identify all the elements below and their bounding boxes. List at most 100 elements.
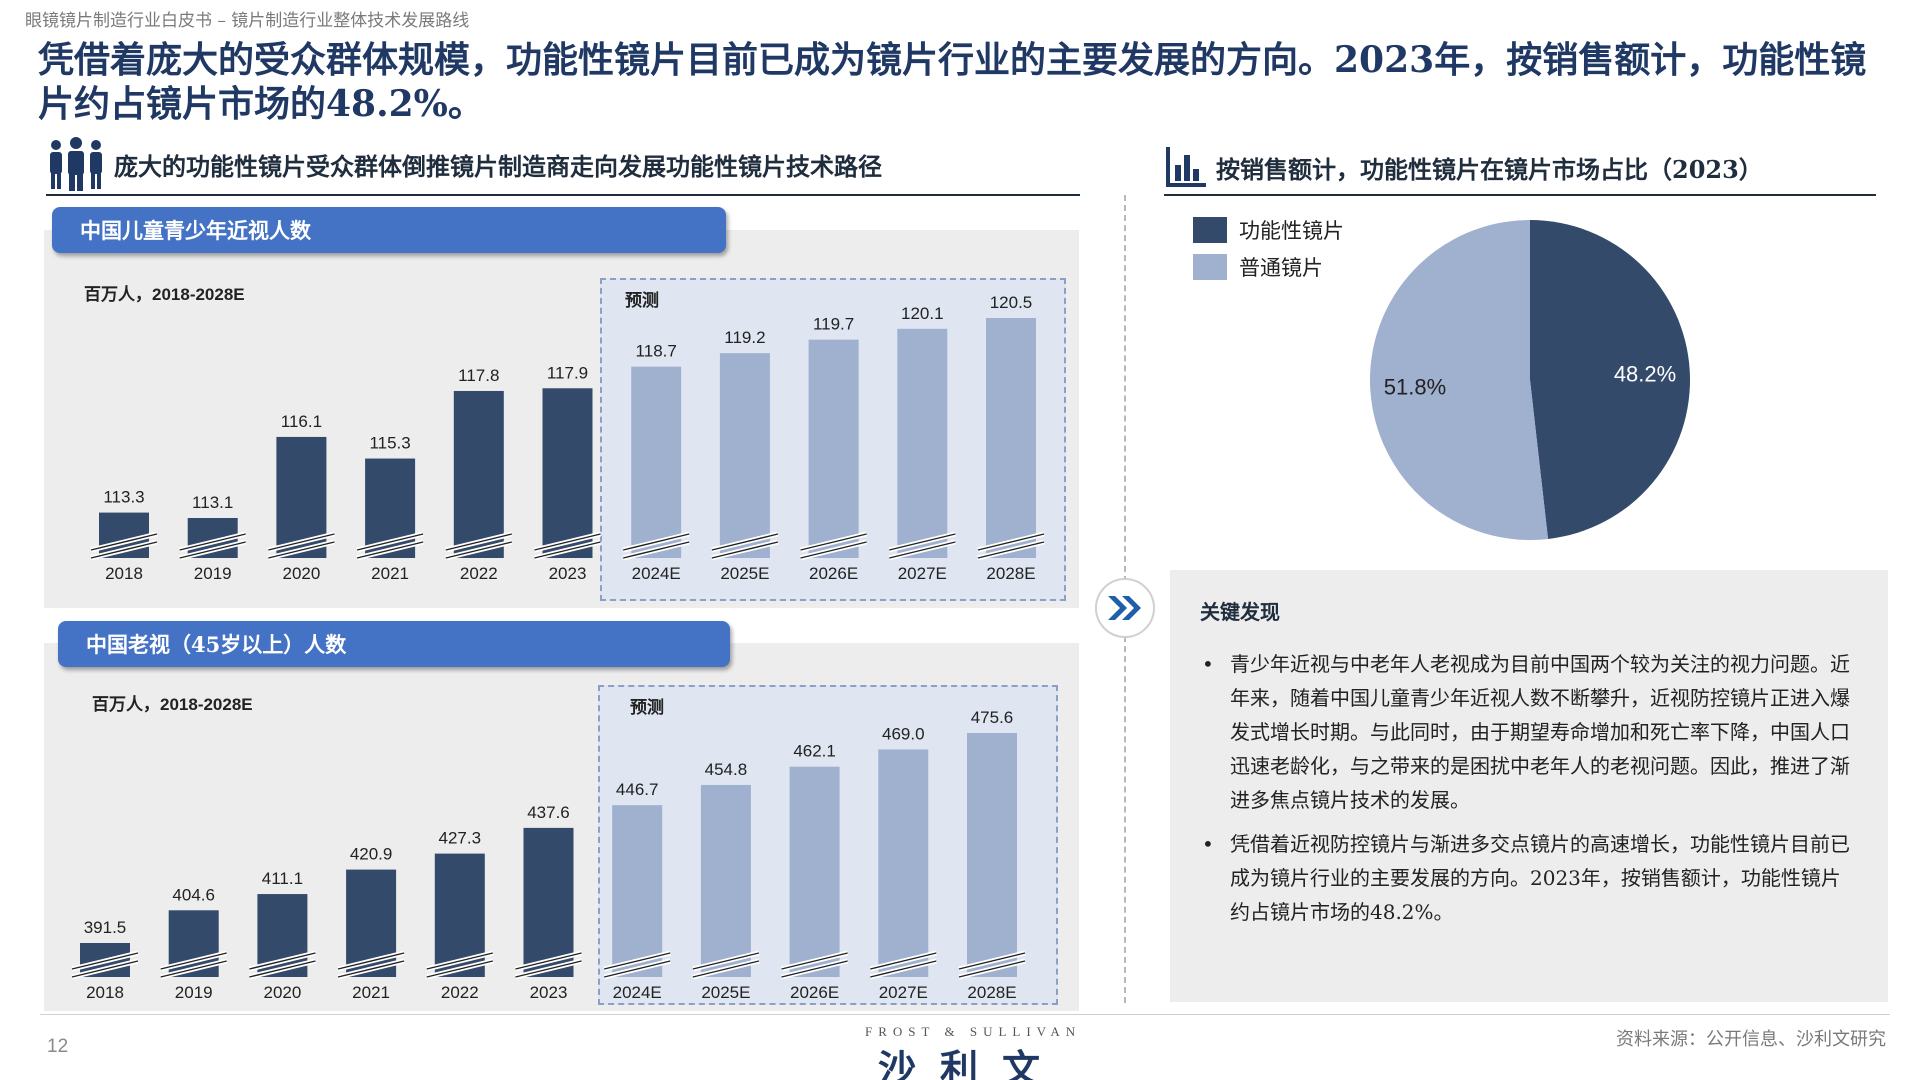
axis-break-line — [426, 952, 493, 978]
legend-swatch — [1193, 217, 1227, 243]
axis-break-line — [249, 952, 316, 978]
x-tick-label: 2026E — [809, 564, 858, 583]
presbyopia-forecast-label: 预测 — [630, 698, 664, 718]
axis-break-line — [604, 952, 671, 978]
bar — [986, 318, 1036, 558]
pie-slice-label: 51.8% — [1384, 375, 1446, 400]
presbyopia-unit-label: 百万人，2018-2028E — [92, 695, 253, 714]
data-label: 113.3 — [103, 488, 144, 507]
axis-break-line — [515, 952, 582, 978]
data-label: 117.8 — [458, 366, 499, 385]
data-label: 475.6 — [971, 708, 1014, 727]
data-label: 462.1 — [793, 742, 836, 761]
x-tick-label: 2018 — [86, 983, 124, 1002]
data-label: 119.2 — [724, 328, 765, 347]
left-section-title: 庞大的功能性镜片受众群体倒推镜片制造商走向发展功能性镜片技术路径 — [114, 151, 882, 181]
data-label: 411.1 — [262, 869, 303, 888]
x-tick-label: 2021 — [371, 564, 409, 583]
presbyopia-bar-chart: 391.5 2018 404.6 2019 411.1 2020 420.9 2021 427.… — [71, 708, 1026, 1002]
key-findings-list: 青少年近视与中老年人老视成为目前中国两个较为关注的视力问题。近年来，随着中国儿童… — [1200, 647, 1858, 929]
bar — [631, 366, 682, 558]
data-label: 117.9 — [547, 363, 588, 382]
people-group-icon — [50, 137, 102, 191]
presbyopia-chart-title: 中国老视（45岁以上）人数 — [58, 621, 730, 667]
left-section-header: 庞大的功能性镜片受众群体倒推镜片制造商走向发展功能性镜片技术路径 — [46, 134, 1080, 196]
market-share-pie-chart: 48.2% 51.8% — [1370, 220, 1690, 540]
bar — [542, 388, 593, 558]
axis-break-line — [534, 533, 601, 559]
axis-break-line — [977, 533, 1045, 559]
bar — [808, 339, 859, 558]
myopia-unit-label: 百万人，2018-2028E — [84, 285, 245, 304]
source-note: 资料来源：公开信息、沙利文研究 — [1616, 1029, 1886, 1050]
x-tick-label: 2027E — [898, 564, 947, 583]
legend-label: 普通镜片 — [1239, 256, 1323, 280]
data-label: 437.6 — [527, 803, 570, 822]
bar — [612, 805, 663, 977]
axis-break-line — [889, 533, 956, 559]
key-findings-title: 关键发现 — [1200, 600, 1280, 624]
legend-item-ordinary: 普通镜片 — [1193, 251, 1344, 283]
x-tick-label: 2022 — [441, 983, 479, 1002]
bar — [878, 749, 929, 977]
axis-break-line — [445, 533, 512, 559]
data-label: 420.9 — [350, 845, 393, 864]
axis-break-line — [179, 533, 246, 559]
pie-slice — [1530, 220, 1690, 539]
axis-break-line — [71, 952, 139, 978]
pie-legend: 功能性镜片 普通镜片 — [1193, 214, 1344, 283]
axis-break-line — [781, 952, 848, 978]
axis-break-line — [356, 533, 424, 559]
arrow-connector — [1095, 578, 1155, 638]
pie-slice — [1370, 220, 1549, 540]
breadcrumb: 眼镜镜片制造行业白皮书 – 镜片制造行业整体技术发展路线 — [25, 11, 470, 31]
x-tick-label: 2028E — [986, 564, 1035, 583]
x-tick-label: 2024E — [632, 564, 681, 583]
data-label: 120.1 — [901, 304, 944, 323]
logo-english: FROST & SULLIVAN — [865, 1024, 1082, 1039]
axis-break-line — [870, 952, 937, 978]
finding-item: 青少年近视与中老年人老视成为目前中国两个较为关注的视力问题。近年来，随着中国儿童… — [1200, 647, 1858, 817]
x-tick-label: 2024E — [613, 983, 662, 1002]
data-label: 120.5 — [990, 293, 1033, 312]
pie-slice-label: 48.2% — [1614, 361, 1676, 386]
double-chevron-right-icon — [1108, 596, 1141, 620]
bar — [700, 784, 751, 977]
data-label: 119.7 — [813, 315, 854, 334]
data-label: 404.6 — [172, 885, 215, 904]
data-label: 118.7 — [636, 342, 677, 361]
bar — [967, 733, 1017, 977]
bar — [719, 353, 770, 558]
x-tick-label: 2028E — [967, 983, 1016, 1002]
x-tick-label: 2022 — [460, 564, 498, 583]
myopia-forecast-label: 预测 — [625, 291, 659, 311]
data-label: 454.8 — [705, 760, 748, 779]
footer-divider — [40, 1014, 1890, 1015]
legend-item-functional: 功能性镜片 — [1193, 214, 1344, 246]
x-tick-label: 2025E — [720, 564, 769, 583]
data-label: 391.5 — [84, 918, 127, 937]
axis-break-line — [90, 533, 158, 559]
data-label: 469.0 — [882, 724, 925, 743]
x-tick-label: 2023 — [549, 564, 587, 583]
right-section-header: 按销售额计，功能性镜片在镜片市场占比（2023） — [1164, 140, 1876, 196]
page-headline: 凭借着庞大的受众群体规模，功能性镜片目前已成为镜片行业的主要发展的方向。2023… — [38, 39, 1867, 125]
axis-break-line — [268, 533, 335, 559]
data-label: 446.7 — [616, 780, 659, 799]
bar — [523, 827, 574, 977]
axis-break-line — [337, 952, 405, 978]
right-section-title: 按销售额计，功能性镜片在镜片市场占比（2023） — [1216, 154, 1763, 184]
axis-break-line — [711, 533, 779, 559]
key-findings-panel: 关键发现 青少年近视与中老年人老视成为目前中国两个较为关注的视力问题。近年来，随… — [1170, 570, 1888, 1002]
data-label: 115.3 — [369, 434, 410, 453]
x-tick-label: 2023 — [530, 983, 568, 1002]
axis-break-line — [692, 952, 760, 978]
axis-break-line — [800, 533, 867, 559]
data-label: 113.1 — [192, 493, 233, 512]
bar — [897, 328, 948, 558]
bar — [453, 390, 504, 558]
logo-chinese: 沙利文 — [878, 1046, 1065, 1080]
axis-break-line — [958, 952, 1026, 978]
x-tick-label: 2026E — [790, 983, 839, 1002]
axis-break-line — [623, 533, 690, 559]
